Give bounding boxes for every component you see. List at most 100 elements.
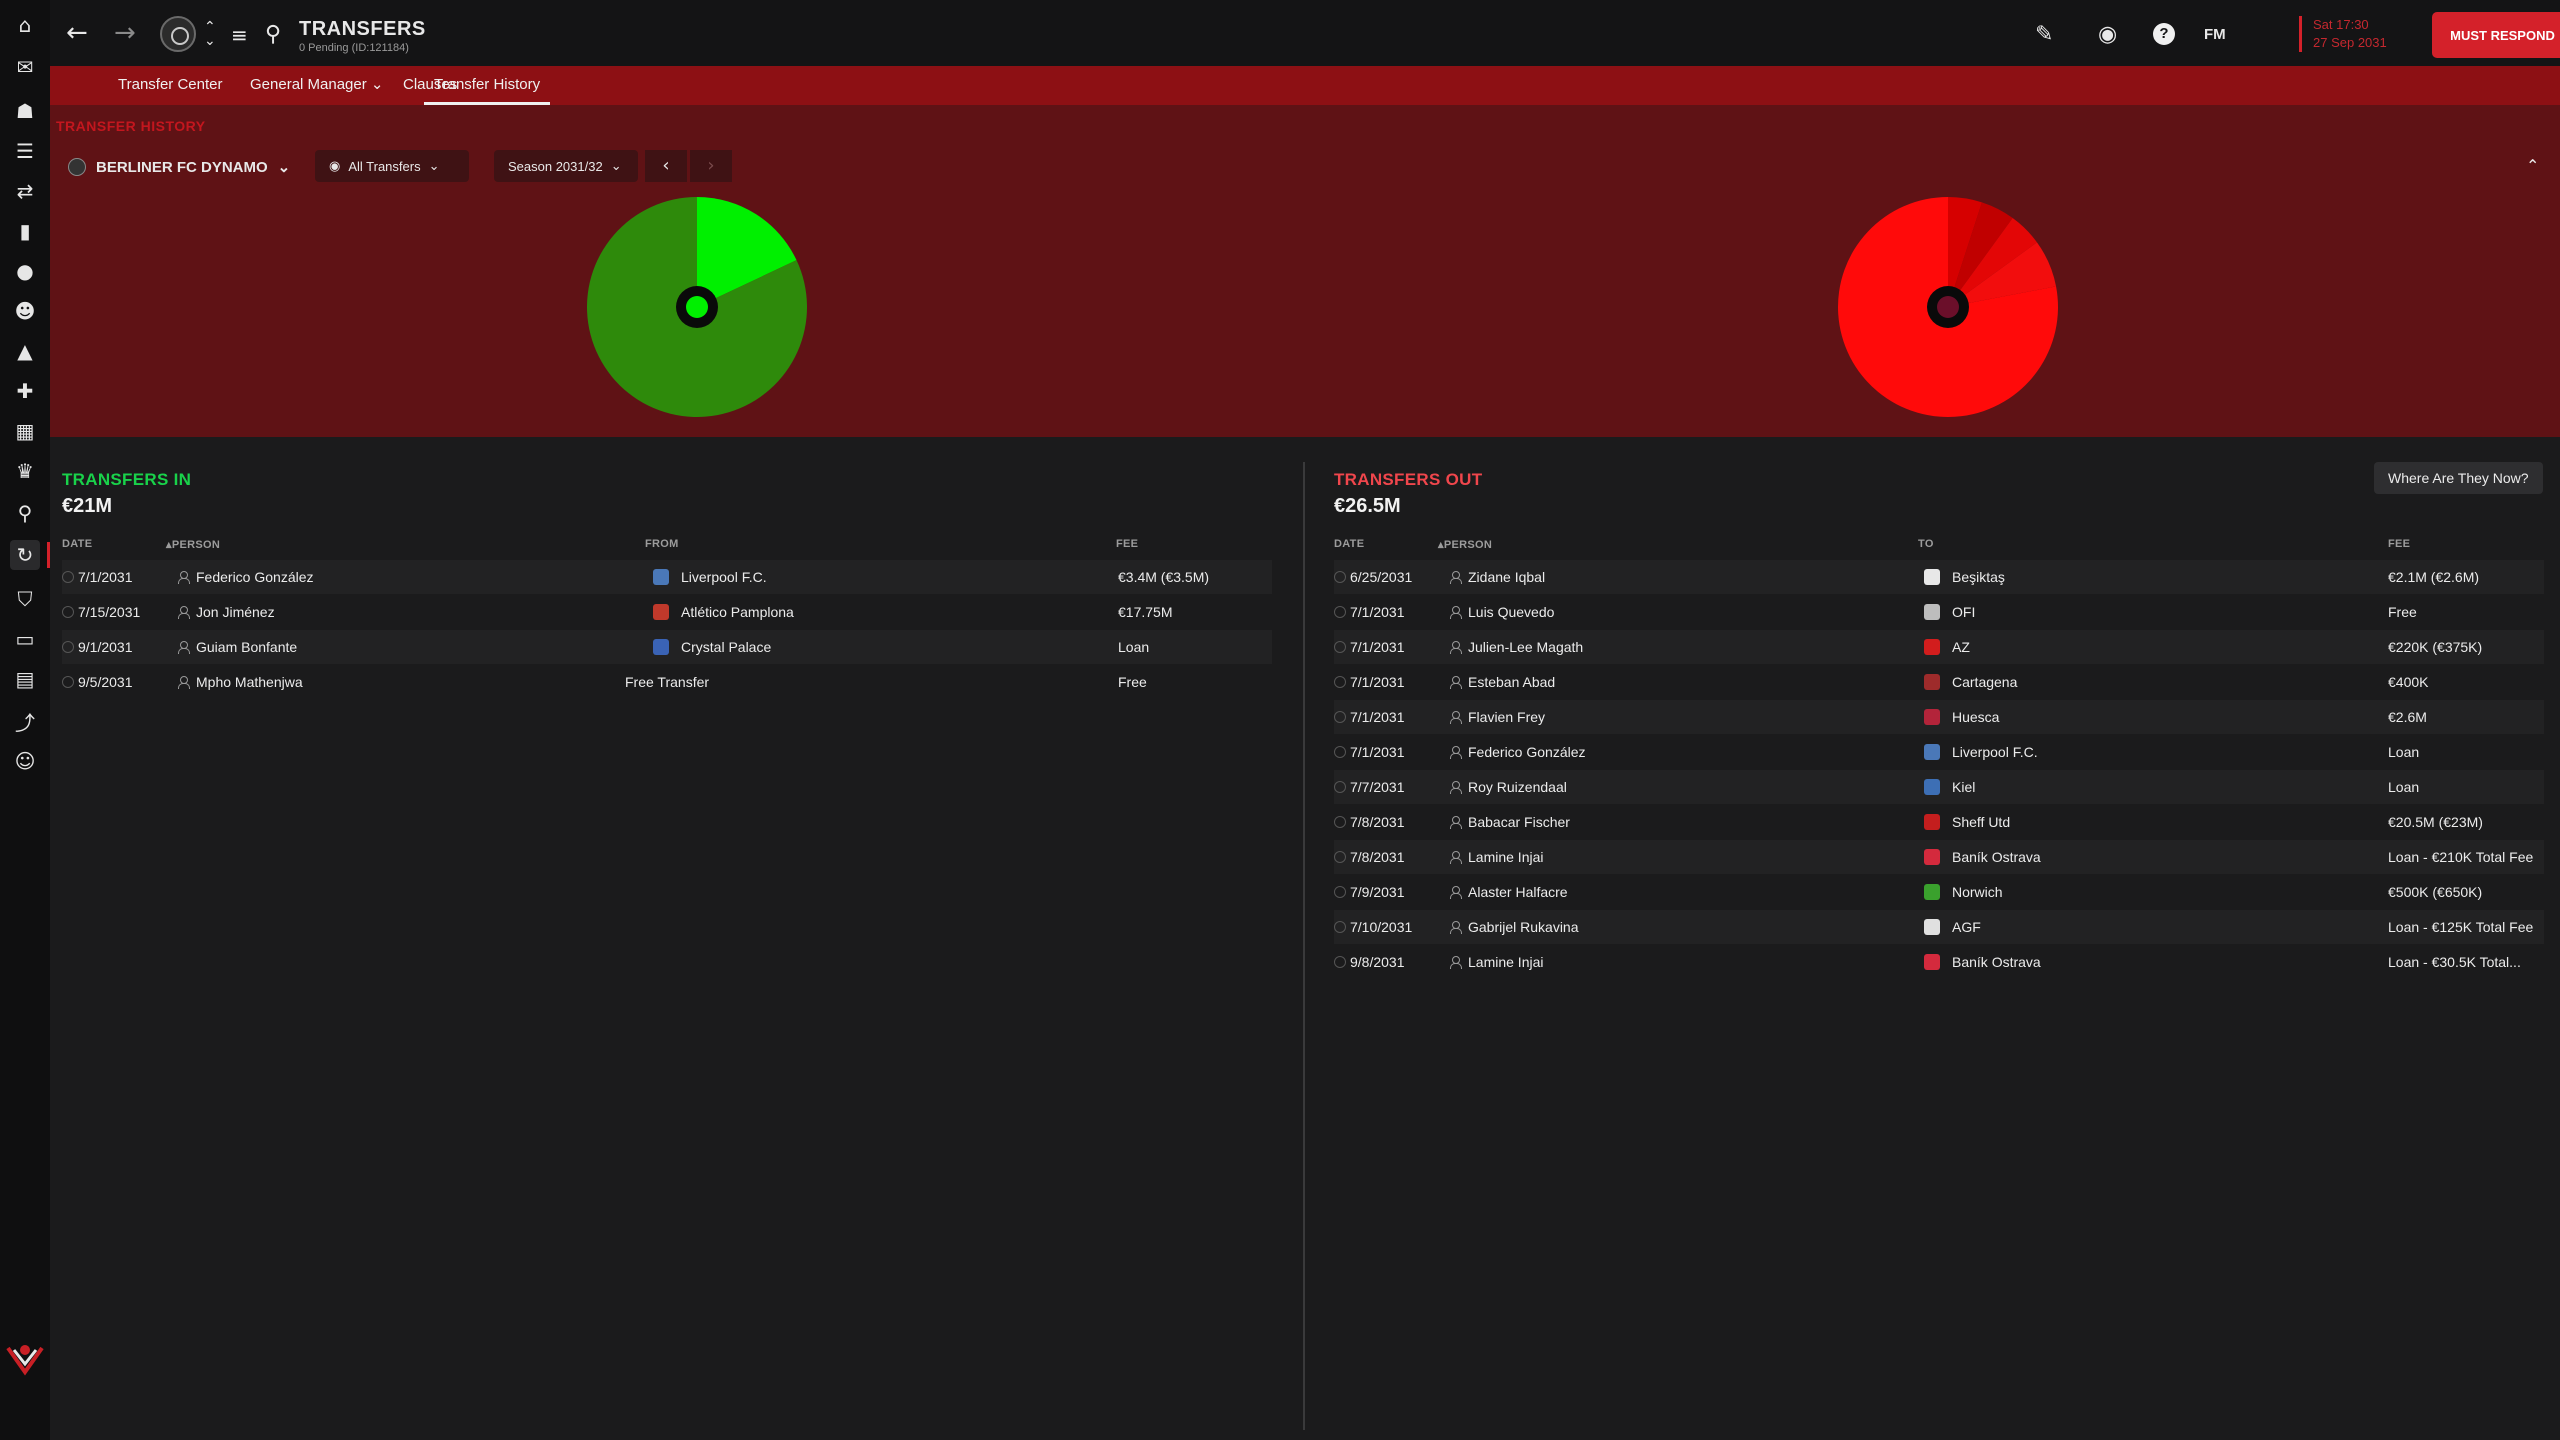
fm-menu-button[interactable]: FM [2204, 26, 2226, 43]
table-row[interactable]: 7/1/2031 Federico González Liverpool F.C. €… [62, 560, 1272, 594]
col-header-date[interactable]: DATE [62, 538, 93, 550]
first-aid-icon[interactable]: ✚ [16, 379, 34, 403]
transfers-out-pie-slice[interactable] [1948, 202, 2013, 307]
schedule-icon[interactable]: ▦ [15, 419, 35, 443]
table-row[interactable]: 9/8/2031 Lamine Injai Baník Ostrava Loan - … [1334, 945, 2544, 979]
club-link[interactable]: Huesca [1924, 700, 2324, 734]
game-date[interactable]: Sat 17:30 27 Sep 2031 [2299, 16, 2387, 52]
table-row[interactable]: 7/1/2031 Flavien Frey Huesca €2.6M [1334, 700, 2544, 734]
dev-centre-icon[interactable]: ⤴ [15, 710, 35, 735]
player-link[interactable]: Babacar Fischer [1450, 805, 1750, 839]
club-badge-icon[interactable] [160, 16, 196, 52]
club-link[interactable]: OFI [1924, 595, 2324, 629]
table-row[interactable]: 9/5/2031 Mpho Mathenjwa Free Transfer Free [62, 665, 1272, 699]
col-header-person[interactable]: ▴PERSON [1438, 539, 1493, 551]
player-link[interactable]: Lamine Injai [1450, 840, 1750, 874]
club-link[interactable]: Liverpool F.C. [653, 560, 1053, 594]
manager-profile-icon[interactable]: ☺ [14, 749, 36, 773]
previous-season-button[interactable]: ‹ [645, 150, 687, 182]
data-hub-icon[interactable]: ▮ [19, 219, 31, 243]
player-link[interactable]: Lamine Injai [1450, 945, 1750, 979]
clipboard-icon[interactable]: ☰ [16, 139, 34, 163]
tab-transfer-history[interactable]: Transfer History [424, 66, 551, 105]
tactics-icon[interactable]: ⇄ [16, 179, 34, 203]
table-row[interactable]: 7/10/2031 Gabrijel Rukavina AGF Loan - €125… [1334, 910, 2544, 944]
col-header-date[interactable]: DATE [1334, 538, 1365, 550]
transfers-out-pie-slice[interactable] [1948, 218, 2037, 307]
help-icon[interactable]: ? [2153, 23, 2175, 45]
player-link[interactable]: Julien-Lee Magath [1450, 630, 1750, 664]
trophy-icon[interactable]: ♛ [16, 459, 34, 483]
transfers-in-pie-slice[interactable] [697, 197, 797, 307]
table-row[interactable]: 7/15/2031 Jon Jiménez Atlético Pamplona €17… [62, 595, 1272, 629]
transfers-out-pie-slice[interactable] [1948, 197, 1982, 307]
table-row[interactable]: 7/1/2031 Federico González Liverpool F.C. L… [1334, 735, 2544, 769]
forward-arrow-icon[interactable]: → [114, 18, 136, 48]
search-icon[interactable]: ⚲ [265, 22, 282, 47]
scouting-search-icon[interactable]: ⚲ [17, 501, 33, 525]
transfers-out-pie-slice[interactable] [1948, 242, 2057, 307]
club-link[interactable]: Baník Ostrava [1924, 840, 2324, 874]
game-status-globe-icon[interactable]: ◉ [2098, 22, 2118, 47]
player-link[interactable]: Alaster Halfacre [1450, 875, 1750, 909]
table-row[interactable]: 7/1/2031 Luis Quevedo OFI Free [1334, 595, 2544, 629]
season-dropdown[interactable]: Season 2031/32 ⌄ [494, 150, 638, 182]
table-row[interactable]: 7/8/2031 Babacar Fischer Sheff Utd €20.5M (… [1334, 805, 2544, 839]
club-link[interactable]: Cartagena [1924, 665, 2324, 699]
squad-shirt-icon[interactable]: ☗ [16, 99, 34, 123]
player-link[interactable]: Esteban Abad [1450, 665, 1750, 699]
club-link[interactable]: Baník Ostrava [1924, 945, 2324, 979]
player-link[interactable]: Zidane Iqbal [1450, 560, 1750, 594]
club-link[interactable]: Free Transfer [625, 665, 1025, 699]
col-header-to[interactable]: TO [1918, 538, 1934, 550]
inbox-icon[interactable]: ✉ [16, 55, 34, 79]
col-header-fee[interactable]: FEE [1116, 538, 1139, 550]
club-link[interactable]: AGF [1924, 910, 2324, 944]
col-header-from[interactable]: FROM [645, 538, 679, 550]
back-arrow-icon[interactable]: ← [66, 18, 88, 48]
home-icon[interactable]: ⌂ [18, 13, 32, 37]
finances-icon[interactable]: ▭ [15, 627, 35, 651]
player-link[interactable]: Federico González [1450, 735, 1750, 769]
transfers-icon[interactable]: ↻ [10, 540, 50, 570]
player-link[interactable]: Guiam Bonfante [178, 630, 478, 664]
table-row[interactable]: 9/1/2031 Guiam Bonfante Crystal Palace Loan [62, 630, 1272, 664]
medical-icon[interactable]: ▲ [17, 339, 33, 363]
club-selector[interactable]: BERLINER FC DYNAMO ⌄ [68, 154, 290, 180]
table-row[interactable]: 7/9/2031 Alaster Halfacre Norwich €500K (€6… [1334, 875, 2544, 909]
tab-transfer-center[interactable]: Transfer Center [118, 76, 223, 93]
club-link[interactable]: Liverpool F.C. [1924, 735, 2324, 769]
club-link[interactable]: Atlético Pamplona [653, 595, 1053, 629]
table-row[interactable]: 7/7/2031 Roy Ruizendaal Kiel Loan [1334, 770, 2544, 804]
next-season-button[interactable]: › [690, 150, 732, 182]
finance-cash-icon[interactable]: ▤ [15, 667, 35, 691]
club-link[interactable]: Kiel [1924, 770, 2324, 804]
transfers-filter-dropdown[interactable]: ◉ All Transfers ⌄ [315, 150, 469, 182]
menu-icon[interactable]: ≡ [231, 23, 248, 47]
must-respond-button[interactable]: MUST RESPOND ! [2432, 12, 2560, 58]
player-link[interactable]: Jon Jiménez [178, 595, 478, 629]
table-row[interactable]: 7/8/2031 Lamine Injai Baník Ostrava Loan - … [1334, 840, 2544, 874]
collapse-panel-icon[interactable]: ⌃ [2526, 156, 2540, 175]
player-link[interactable]: Mpho Mathenjwa [178, 665, 478, 699]
tab-clauses[interactable]: Clauses [403, 76, 458, 93]
table-row[interactable]: 6/25/2031 Zidane Iqbal Beşiktaş €2.1M (€2.6… [1334, 560, 2544, 594]
table-row[interactable]: 7/1/2031 Esteban Abad Cartagena €400K [1334, 665, 2544, 699]
col-header-person[interactable]: ▴PERSON [166, 539, 221, 551]
club-link[interactable]: Beşiktaş [1924, 560, 2324, 594]
club-link[interactable]: Crystal Palace [653, 630, 1053, 664]
table-row[interactable]: 7/1/2031 Julien-Lee Magath AZ €220K (€375K) [1334, 630, 2544, 664]
player-link[interactable]: Gabrijel Rukavina [1450, 910, 1750, 944]
club-vision-shield-icon[interactable]: ⛉ [17, 587, 33, 611]
staff-icon[interactable]: ☻ [14, 299, 36, 323]
player-link[interactable]: Luis Quevedo [1450, 595, 1750, 629]
edit-pencil-icon[interactable]: ✎ [2035, 22, 2054, 47]
player-link[interactable]: Flavien Frey [1450, 700, 1750, 734]
player-link[interactable]: Federico González [178, 560, 478, 594]
player-link[interactable]: Roy Ruizendaal [1450, 770, 1750, 804]
club-link[interactable]: AZ [1924, 630, 2324, 664]
tab-general-manager[interactable]: General Manager ⌄ [250, 76, 384, 93]
col-header-fee[interactable]: FEE [2388, 538, 2411, 550]
club-link[interactable]: Norwich [1924, 875, 2324, 909]
club-link[interactable]: Sheff Utd [1924, 805, 2324, 839]
